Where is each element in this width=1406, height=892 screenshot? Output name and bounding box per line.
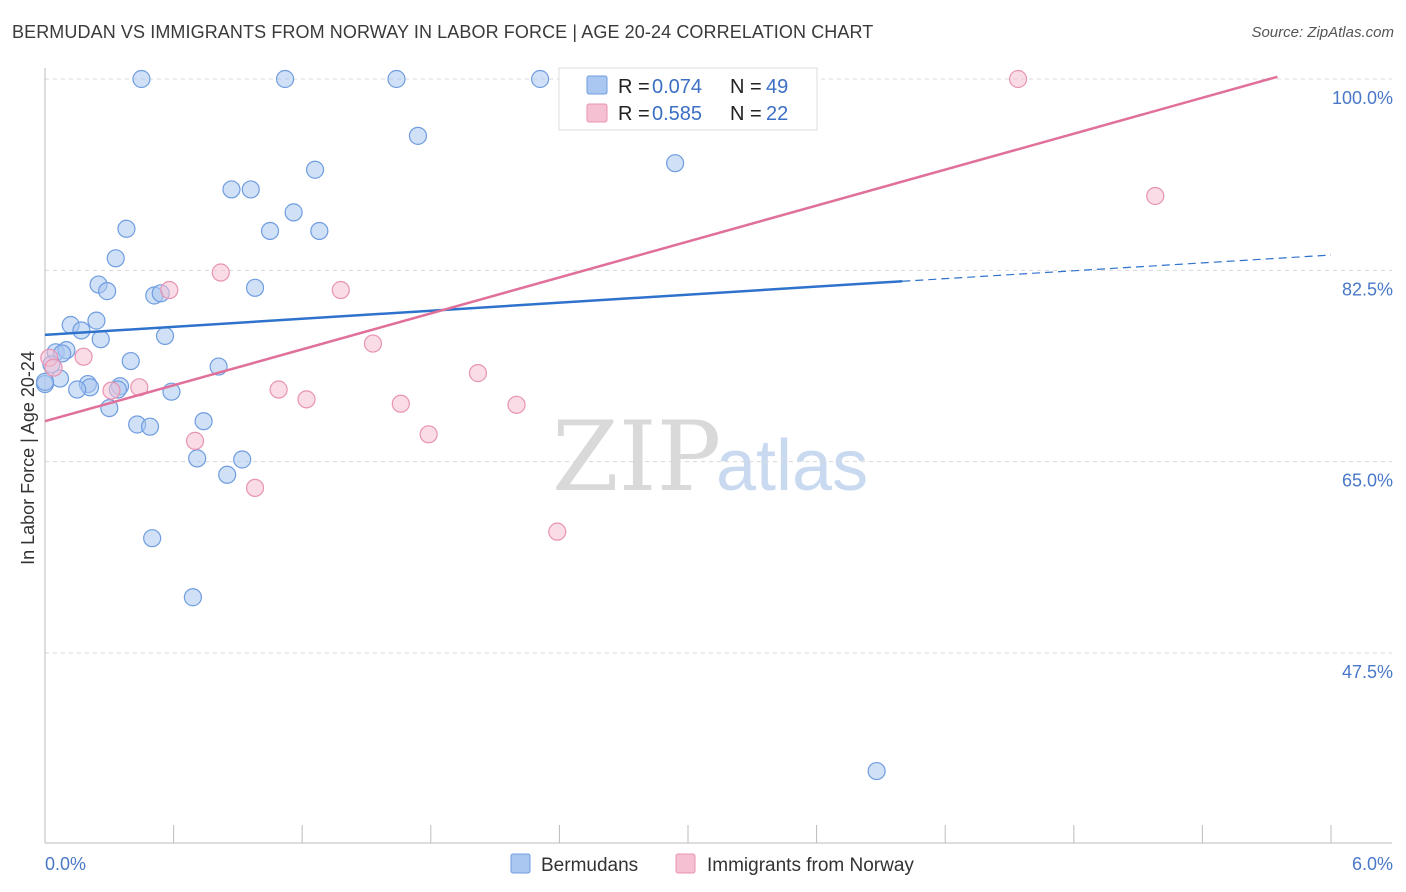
trend-lines bbox=[44, 75, 1332, 423]
norway-point-21 bbox=[44, 358, 63, 377]
bottom-legend-label-bermudans: Bermudans bbox=[541, 855, 638, 876]
legend-n-value-norway: 22 bbox=[766, 103, 788, 125]
bermudans-trend-line bbox=[44, 280, 903, 337]
bermudans-point-9 bbox=[284, 203, 303, 222]
legend-swatch-bermudans bbox=[586, 75, 608, 95]
x-tick-label-1: 6.0% bbox=[1352, 854, 1393, 874]
bermudans-point-11 bbox=[260, 221, 280, 241]
bermudans-point-6 bbox=[305, 160, 325, 179]
norway-point-1 bbox=[74, 347, 93, 366]
bottom-legend-swatch-bermudans bbox=[510, 853, 531, 874]
chart-title: BERMUDAN VS IMMIGRANTS FROM NORWAY IN LA… bbox=[12, 22, 874, 42]
bermudans-point-21 bbox=[72, 321, 91, 340]
bermudans-point-7 bbox=[222, 180, 241, 199]
top-legend: R = 0.074 N = 49 R = 0.585 N = 22 bbox=[558, 67, 818, 131]
bermudans-point-27 bbox=[121, 351, 140, 371]
bermudans-point-22 bbox=[91, 330, 110, 349]
norway-point-3 bbox=[211, 263, 230, 282]
legend-r-value-norway: 0.585 bbox=[652, 103, 702, 125]
y-tick-label-0: 100.0% bbox=[1332, 88, 1393, 108]
tick-labels: 100.0% 82.5% 65.0% 47.5% 0.0% 6.0% bbox=[45, 88, 1393, 874]
x-tick-label-0: 0.0% bbox=[45, 854, 86, 874]
norway-point-8 bbox=[269, 380, 288, 399]
legend-swatch-norway bbox=[586, 103, 608, 123]
bermudans-trend-extension bbox=[902, 254, 1332, 282]
bermudans-point-40 bbox=[140, 417, 160, 436]
norway-point-19 bbox=[1008, 69, 1028, 89]
norway-point-12 bbox=[507, 395, 526, 414]
norway-point-20 bbox=[1146, 186, 1165, 206]
y-tick-label-3: 47.5% bbox=[1342, 662, 1393, 682]
norway-point-9 bbox=[297, 390, 316, 409]
bermudans-point-1 bbox=[275, 69, 295, 89]
norway-point-15 bbox=[245, 478, 265, 498]
bermudans-point-12 bbox=[310, 221, 329, 241]
bermudans-point-44 bbox=[218, 465, 237, 484]
legend-r-label-norway: R = bbox=[618, 103, 650, 125]
bermudans-point-42 bbox=[188, 449, 207, 468]
norway-point-10 bbox=[391, 394, 410, 413]
bermudans-point-36 bbox=[68, 380, 87, 399]
norway-point-13 bbox=[419, 425, 438, 444]
watermark-atlas: atlas bbox=[716, 426, 868, 506]
bermudans-point-23 bbox=[155, 326, 175, 346]
bermudans-point-43 bbox=[233, 450, 252, 469]
bermudans-point-46 bbox=[183, 588, 202, 607]
y-tick-label-1: 82.5% bbox=[1342, 279, 1393, 299]
bermudans-point-13 bbox=[106, 249, 125, 268]
legend-n-label-bermudans: N = bbox=[730, 76, 762, 98]
y-tick-label-2: 65.0% bbox=[1342, 471, 1393, 491]
norway-trend-line bbox=[44, 75, 1278, 423]
bermudans-point-45 bbox=[143, 529, 162, 548]
legend-r-value-bermudans: 0.074 bbox=[652, 76, 702, 98]
bermudans-point-2 bbox=[387, 69, 406, 89]
watermark: ZIP atlas bbox=[552, 401, 868, 513]
bermudans-point-10 bbox=[117, 219, 136, 238]
bermudans-point-41 bbox=[194, 412, 213, 431]
norway-point-4 bbox=[331, 280, 350, 300]
bermudans-point-18 bbox=[245, 278, 265, 297]
bermudans-point-48 bbox=[35, 372, 55, 391]
bermudans-point-47 bbox=[867, 761, 886, 781]
axes bbox=[44, 68, 1392, 844]
norway-point-16 bbox=[548, 522, 567, 541]
norway-point-7 bbox=[102, 381, 121, 400]
norway-point-5 bbox=[363, 334, 383, 353]
bermudans-point-4 bbox=[408, 126, 428, 145]
bermudans-point-0 bbox=[132, 69, 151, 89]
bermudans-point-5 bbox=[666, 154, 685, 173]
bottom-legend: Bermudans Immigrants from Norway bbox=[510, 853, 914, 876]
bottom-legend-swatch-norway bbox=[675, 853, 696, 874]
watermark-zip: ZIP bbox=[552, 401, 721, 513]
bermudans-point-8 bbox=[241, 180, 260, 199]
source-attribution: Source: ZipAtlas.com bbox=[1251, 24, 1394, 41]
bermudans-point-15 bbox=[98, 282, 117, 301]
legend-r-label-bermudans: R = bbox=[618, 76, 650, 98]
norway-point-2 bbox=[160, 280, 179, 300]
legend-n-value-bermudans: 49 bbox=[766, 76, 788, 98]
norway-points bbox=[40, 69, 1165, 541]
norway-point-11 bbox=[468, 364, 488, 383]
y-axis-label: In Labor Force | Age 20-24 bbox=[18, 351, 38, 565]
legend-n-label-norway: N = bbox=[730, 103, 762, 125]
bermudans-points bbox=[35, 69, 886, 781]
bermudans-point-20 bbox=[87, 311, 106, 330]
bottom-legend-label-norway: Immigrants from Norway bbox=[707, 855, 914, 876]
bermudans-point-3 bbox=[531, 69, 550, 89]
norway-point-14 bbox=[185, 431, 205, 450]
